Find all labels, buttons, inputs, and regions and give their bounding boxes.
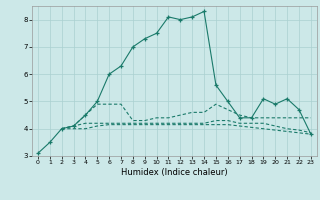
X-axis label: Humidex (Indice chaleur): Humidex (Indice chaleur) [121, 168, 228, 177]
